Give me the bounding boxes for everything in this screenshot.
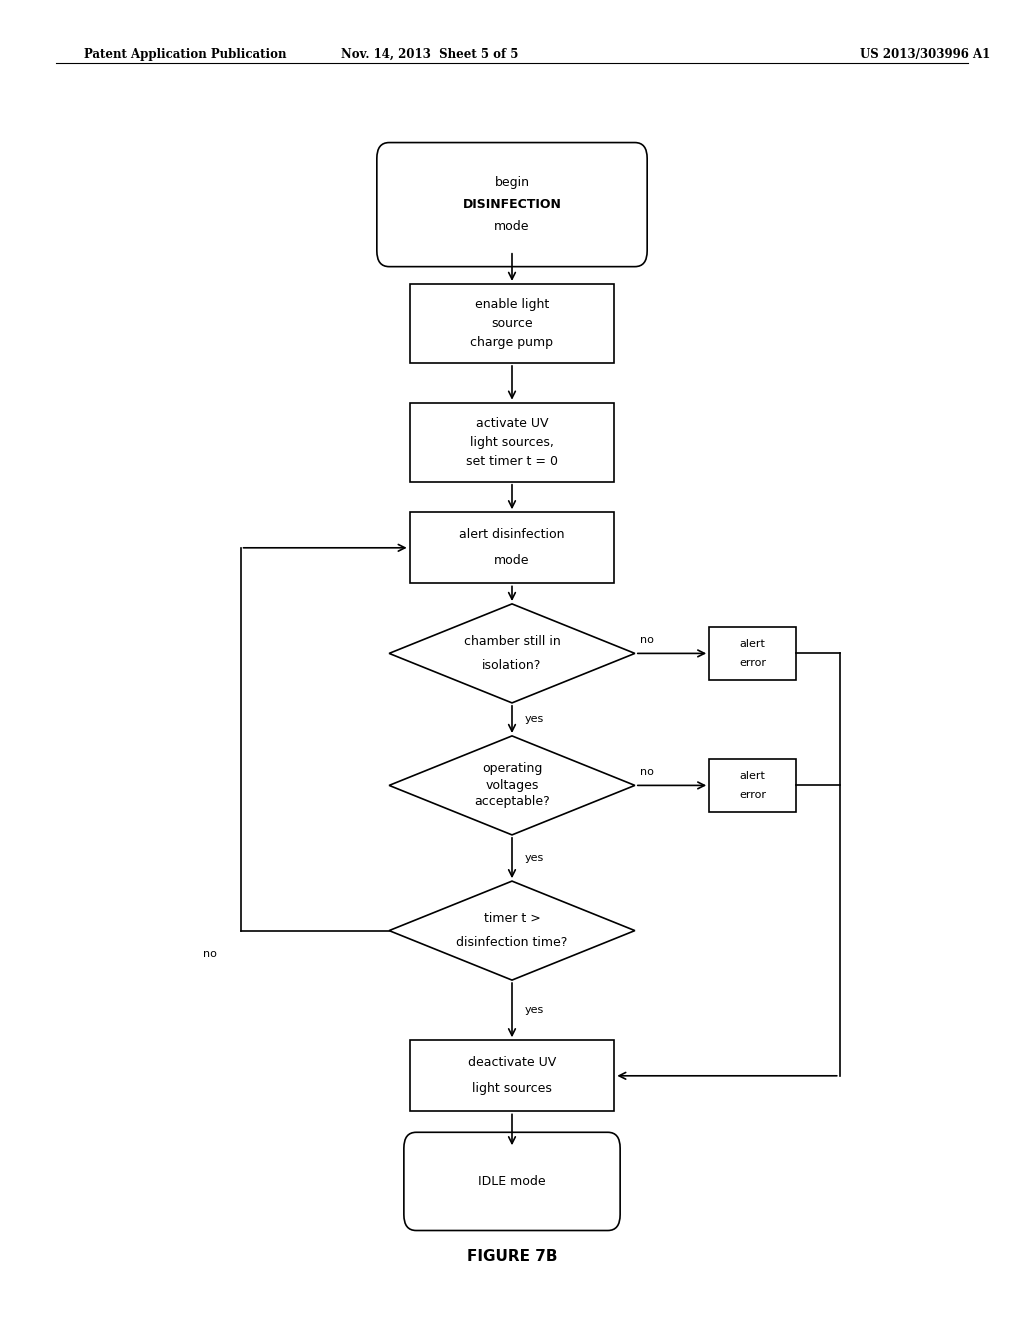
Text: no: no bbox=[640, 767, 654, 777]
Text: yes: yes bbox=[524, 714, 544, 725]
Text: mode: mode bbox=[495, 220, 529, 234]
Text: enable light: enable light bbox=[475, 298, 549, 312]
Text: timer t >: timer t > bbox=[483, 912, 541, 925]
Text: isolation?: isolation? bbox=[482, 659, 542, 672]
Text: acceptable?: acceptable? bbox=[474, 796, 550, 808]
Text: alert disinfection: alert disinfection bbox=[459, 528, 565, 541]
Text: voltages: voltages bbox=[485, 779, 539, 792]
Text: mode: mode bbox=[495, 554, 529, 568]
Polygon shape bbox=[389, 737, 635, 834]
Text: yes: yes bbox=[524, 1005, 544, 1015]
FancyBboxPatch shape bbox=[403, 1133, 621, 1230]
Text: source: source bbox=[492, 317, 532, 330]
Text: deactivate UV: deactivate UV bbox=[468, 1056, 556, 1069]
Polygon shape bbox=[389, 882, 635, 979]
Text: Nov. 14, 2013  Sheet 5 of 5: Nov. 14, 2013 Sheet 5 of 5 bbox=[341, 48, 519, 61]
Text: disinfection time?: disinfection time? bbox=[457, 936, 567, 949]
Text: set timer t = 0: set timer t = 0 bbox=[466, 454, 558, 467]
Text: FIGURE 7B: FIGURE 7B bbox=[467, 1249, 557, 1265]
Text: no: no bbox=[203, 949, 217, 960]
FancyBboxPatch shape bbox=[377, 143, 647, 267]
Text: operating: operating bbox=[482, 763, 542, 775]
Text: chamber still in: chamber still in bbox=[464, 635, 560, 648]
Bar bbox=[410, 403, 614, 482]
Text: yes: yes bbox=[524, 853, 544, 863]
Text: light sources: light sources bbox=[472, 1082, 552, 1096]
Bar bbox=[709, 759, 797, 812]
Text: error: error bbox=[739, 657, 766, 668]
Bar bbox=[410, 1040, 614, 1111]
Text: no: no bbox=[640, 635, 654, 645]
Polygon shape bbox=[389, 605, 635, 702]
Text: alert: alert bbox=[739, 639, 766, 649]
Text: IDLE mode: IDLE mode bbox=[478, 1175, 546, 1188]
Text: alert: alert bbox=[739, 771, 766, 781]
Bar bbox=[709, 627, 797, 680]
Text: DISINFECTION: DISINFECTION bbox=[463, 198, 561, 211]
Text: light sources,: light sources, bbox=[470, 436, 554, 449]
Bar bbox=[410, 284, 614, 363]
Text: activate UV: activate UV bbox=[476, 417, 548, 430]
Text: charge pump: charge pump bbox=[470, 335, 554, 348]
Text: error: error bbox=[739, 789, 766, 800]
Text: US 2013/303996 A1: US 2013/303996 A1 bbox=[860, 48, 990, 61]
Bar bbox=[410, 512, 614, 583]
Text: begin: begin bbox=[495, 176, 529, 189]
Text: Patent Application Publication: Patent Application Publication bbox=[84, 48, 287, 61]
